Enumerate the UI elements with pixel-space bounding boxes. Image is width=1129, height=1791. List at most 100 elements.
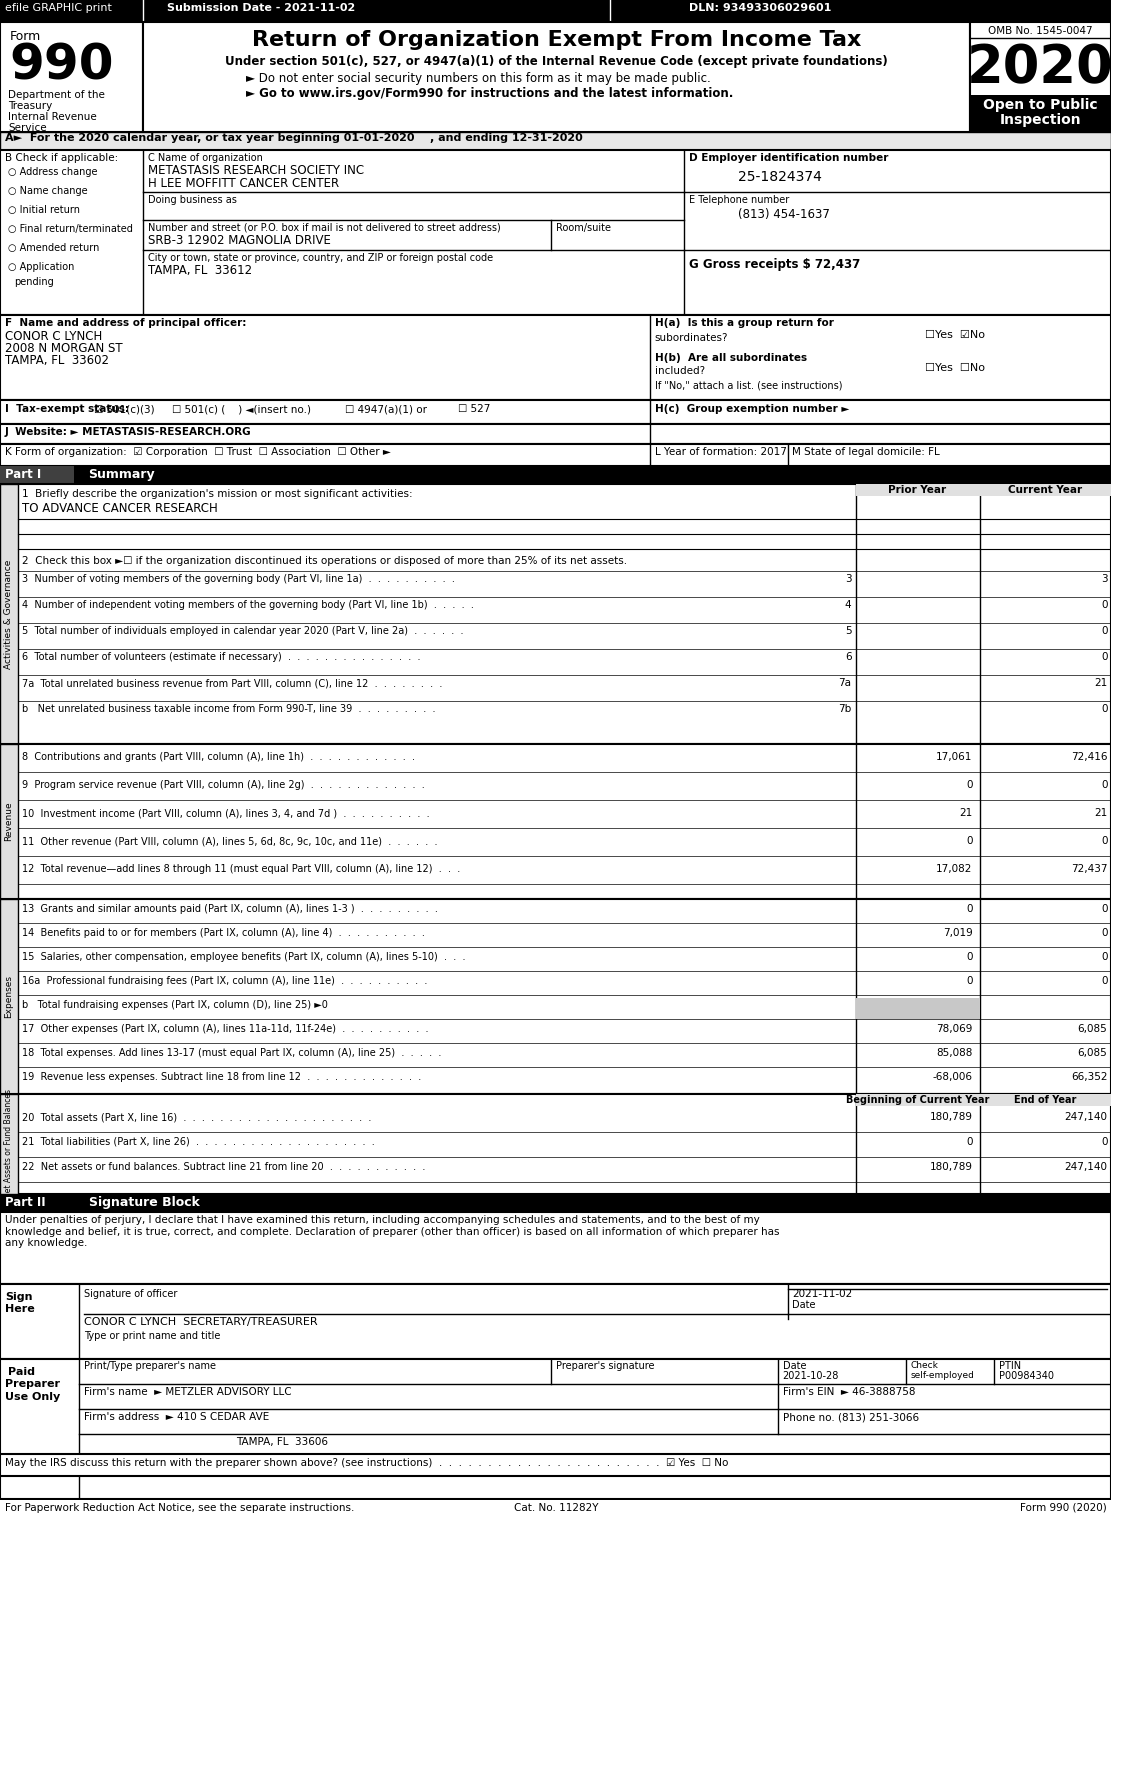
Text: TO ADVANCE CANCER RESEARCH: TO ADVANCE CANCER RESEARCH [21, 501, 218, 516]
Text: May the IRS discuss this return with the preparer shown above? (see instructions: May the IRS discuss this return with the… [5, 1458, 728, 1469]
Text: 2020: 2020 [968, 41, 1114, 93]
Text: 180,789: 180,789 [929, 1162, 972, 1171]
Text: 18  Total expenses. Add lines 13-17 (must equal Part IX, column (A), line 25)  .: 18 Total expenses. Add lines 13-17 (must… [21, 1048, 441, 1058]
Text: 6,085: 6,085 [1078, 1024, 1108, 1033]
Bar [0, 0, 1111, 21]
Text: 4  Number of independent voting members of the governing body (Part VI, line 1b): 4 Number of independent voting members o… [21, 600, 473, 611]
Text: Prior Year: Prior Year [889, 485, 946, 494]
Text: 14  Benefits paid to or for members (Part IX, column (A), line 4)  .  .  .  .  .: 14 Benefits paid to or for members (Part… [21, 928, 425, 938]
Text: 2  Check this box ►☐ if the organization discontinued its operations or disposed: 2 Check this box ►☐ if the organization … [21, 555, 627, 566]
Text: Form: Form [10, 30, 41, 43]
Text: G Gross receipts $ 72,437: G Gross receipts $ 72,437 [689, 258, 860, 270]
Text: 1  Briefly describe the organization's mission or most significant activities:: 1 Briefly describe the organization's mi… [21, 489, 412, 500]
Text: Firm's address  ► 410 S CEDAR AVE: Firm's address ► 410 S CEDAR AVE [84, 1411, 269, 1422]
Text: TAMPA, FL  33602: TAMPA, FL 33602 [5, 355, 108, 367]
Text: 15  Salaries, other compensation, employee benefits (Part IX, column (A), lines : 15 Salaries, other compensation, employe… [21, 953, 465, 962]
Bar [0, 899, 18, 1094]
Text: TAMPA, FL  33612: TAMPA, FL 33612 [148, 263, 252, 278]
Text: 0: 0 [1101, 1137, 1108, 1146]
Text: 5: 5 [844, 627, 851, 636]
Text: ○ Final return/terminated: ○ Final return/terminated [8, 224, 133, 235]
Text: Treasury: Treasury [8, 100, 52, 111]
Text: 0: 0 [966, 1137, 972, 1146]
Text: Part II: Part II [5, 1196, 45, 1209]
Text: Signature of officer: Signature of officer [84, 1290, 177, 1298]
Text: 6  Total number of volunteers (estimate if necessary)  .  .  .  .  .  .  .  .  .: 6 Total number of volunteers (estimate i… [21, 652, 420, 663]
Text: D Employer identification number: D Employer identification number [689, 152, 889, 163]
Text: 0: 0 [1101, 652, 1108, 663]
Text: M State of legal domicile: FL: M State of legal domicile: FL [793, 448, 940, 457]
Text: 3: 3 [844, 573, 851, 584]
Text: 7,019: 7,019 [943, 928, 972, 938]
Text: 6,085: 6,085 [1078, 1048, 1108, 1058]
Text: 0: 0 [1101, 781, 1108, 790]
Text: Date: Date [793, 1300, 816, 1309]
Text: 21: 21 [1094, 679, 1108, 688]
Text: C Name of organization: C Name of organization [148, 152, 263, 163]
Text: Part I: Part I [5, 467, 41, 482]
Bar [0, 1094, 18, 1195]
Text: 7a  Total unrelated business revenue from Part VIII, column (C), line 12  .  .  : 7a Total unrelated business revenue from… [21, 679, 443, 688]
Text: ○ Address change: ○ Address change [8, 167, 97, 177]
Bar [142, 21, 970, 133]
Text: ☑ 501(c)(3): ☑ 501(c)(3) [94, 405, 155, 414]
Text: F  Name and address of principal officer:: F Name and address of principal officer: [5, 319, 246, 328]
Text: 21  Total liabilities (Part X, line 26)  .  .  .  .  .  .  .  .  .  .  .  .  .  : 21 Total liabilities (Part X, line 26) .… [21, 1137, 375, 1146]
Text: Activities & Governance: Activities & Governance [5, 559, 14, 668]
Text: 72,416: 72,416 [1071, 752, 1108, 761]
Text: 17  Other expenses (Part IX, column (A), lines 11a-11d, 11f-24e)  .  .  .  .  . : 17 Other expenses (Part IX, column (A), … [21, 1024, 428, 1033]
Text: 2021-10-28: 2021-10-28 [782, 1370, 839, 1381]
Text: ○ Name change: ○ Name change [8, 186, 88, 195]
Bar [0, 133, 1111, 150]
Text: Signature Block: Signature Block [88, 1196, 200, 1209]
Text: ☐ 527: ☐ 527 [457, 405, 490, 414]
Bar [0, 150, 1111, 315]
Text: 16a  Professional fundraising fees (Part IX, column (A), line 11e)  .  .  .  .  : 16a Professional fundraising fees (Part … [21, 976, 427, 987]
Text: City or town, state or province, country, and ZIP or foreign postal code: City or town, state or province, country… [148, 253, 492, 263]
Text: 13  Grants and similar amounts paid (Part IX, column (A), lines 1-3 )  .  .  .  : 13 Grants and similar amounts paid (Part… [21, 904, 438, 913]
Bar [0, 466, 1111, 484]
Text: 7a: 7a [839, 679, 851, 688]
Text: Return of Organization Exempt From Income Tax: Return of Organization Exempt From Incom… [252, 30, 861, 50]
Text: H(a)  Is this a group return for: H(a) Is this a group return for [655, 319, 833, 328]
Text: 0: 0 [1101, 704, 1108, 715]
Text: OMB No. 1545-0047: OMB No. 1545-0047 [988, 27, 1093, 36]
Text: METASTASIS RESEARCH SOCIETY INC: METASTASIS RESEARCH SOCIETY INC [148, 165, 364, 177]
Text: 0: 0 [1101, 976, 1108, 987]
Text: Revenue: Revenue [5, 801, 14, 840]
Text: Service: Service [8, 124, 46, 133]
Text: For Paperwork Reduction Act Notice, see the separate instructions.: For Paperwork Reduction Act Notice, see … [5, 1503, 355, 1513]
Text: CONOR C LYNCH  SECRETARY/TREASURER: CONOR C LYNCH SECRETARY/TREASURER [84, 1316, 317, 1327]
Text: 8  Contributions and grants (Part VIII, column (A), line 1h)  .  .  .  .  .  .  : 8 Contributions and grants (Part VIII, c… [21, 752, 414, 761]
Text: efile GRAPHIC print: efile GRAPHIC print [5, 4, 112, 13]
Text: Under penalties of perjury, I declare that I have examined this return, includin: Under penalties of perjury, I declare th… [5, 1214, 779, 1248]
Bar [0, 21, 142, 133]
Text: Type or print name and title: Type or print name and title [84, 1331, 220, 1341]
Text: 25-1824374: 25-1824374 [738, 170, 822, 184]
Text: H(b)  Are all subordinates: H(b) Are all subordinates [655, 353, 807, 364]
Text: Beginning of Current Year: Beginning of Current Year [846, 1094, 989, 1105]
Bar [0, 1213, 1111, 1284]
Text: 4: 4 [844, 600, 851, 611]
Text: 0: 0 [966, 836, 972, 845]
Text: J  Website: ► METASTASIS-RESEARCH.ORG: J Website: ► METASTASIS-RESEARCH.ORG [5, 426, 252, 437]
Text: 5  Total number of individuals employed in calendar year 2020 (Part V, line 2a) : 5 Total number of individuals employed i… [21, 627, 463, 636]
Bar [0, 315, 1111, 399]
Text: CONOR C LYNCH: CONOR C LYNCH [5, 330, 102, 344]
Bar [980, 1094, 1111, 1107]
Text: Print/Type preparer's name: Print/Type preparer's name [84, 1361, 216, 1370]
Text: 0: 0 [1101, 836, 1108, 845]
Text: E Telephone number: E Telephone number [689, 195, 789, 204]
Text: 22  Net assets or fund balances. Subtract line 21 from line 20  .  .  .  .  .  .: 22 Net assets or fund balances. Subtract… [21, 1162, 425, 1171]
Text: 6: 6 [844, 652, 851, 663]
Text: 21: 21 [1094, 808, 1108, 818]
Text: Department of the: Department of the [8, 90, 105, 100]
Text: DLN: 93493306029601: DLN: 93493306029601 [689, 4, 831, 13]
Text: B Check if applicable:: B Check if applicable: [5, 152, 119, 163]
Text: H(c)  Group exemption number ►: H(c) Group exemption number ► [655, 405, 849, 414]
Bar [0, 484, 1111, 743]
Text: Under section 501(c), 527, or 4947(a)(1) of the Internal Revenue Code (except pr: Under section 501(c), 527, or 4947(a)(1)… [225, 56, 887, 68]
Text: If "No," attach a list. (see instructions): If "No," attach a list. (see instruction… [655, 381, 842, 390]
Text: 0: 0 [1101, 928, 1108, 938]
Text: Firm's EIN  ► 46-3888758: Firm's EIN ► 46-3888758 [782, 1386, 916, 1397]
